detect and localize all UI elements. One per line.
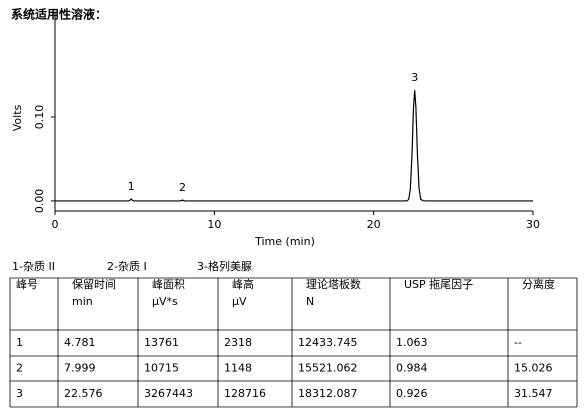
table-cell: 1: [16, 336, 23, 349]
x-tick-label: 10: [207, 218, 221, 231]
column-header: 理论塔板数: [306, 277, 361, 291]
table: 峰号 保留时间 min 峰面积 μV*s 峰高 μV 理论塔板数 N USP 拖尾因子 分离度 1 4.…: [9, 277, 578, 408]
y-tick-label: 0.10: [33, 105, 46, 130]
x-axis-label: Time (min): [254, 235, 315, 248]
table-cell: 3: [16, 387, 23, 400]
column-header: μV*s: [152, 295, 178, 308]
column-header: μV: [232, 295, 247, 308]
x-tick-label: 30: [526, 218, 540, 231]
legend-item: 2-杂质 I: [107, 260, 147, 273]
title: 系统适用性溶液：: [11, 7, 107, 22]
table-cell: 10715: [144, 362, 179, 375]
trace: [55, 90, 533, 202]
table-cell: 1.063: [396, 336, 428, 349]
table-cell: 31.547: [514, 387, 553, 400]
table-cell: 0.984: [396, 362, 428, 375]
column-header: 峰面积: [152, 278, 185, 291]
table-cell: 7.999: [64, 362, 96, 375]
legend-item: 1-杂质 II: [12, 260, 55, 273]
peak-label: 3: [411, 71, 418, 84]
column-header: 峰号: [16, 278, 38, 291]
x-tick-label: 20: [367, 218, 381, 231]
table-cell: 15521.062: [298, 362, 358, 375]
peak-label: 1: [128, 180, 135, 193]
table-cell: 13761: [144, 336, 179, 349]
table-cell: 4.781: [64, 336, 96, 349]
y-axis-label: Volts: [11, 104, 24, 131]
y-tick-label: 0.00: [33, 189, 46, 214]
x-tick-label: 0: [52, 218, 59, 231]
column-header: 峰高: [232, 277, 254, 291]
table-cell: 15.026: [514, 362, 553, 375]
table-cell: 2: [16, 362, 23, 375]
column-header: USP 拖尾因子: [404, 277, 473, 291]
table-cell: --: [514, 336, 522, 349]
peak-label: 2: [179, 181, 186, 194]
column-header: min: [72, 295, 93, 308]
table-cell: 1148: [224, 362, 252, 375]
table-cell: 18312.087: [298, 387, 358, 400]
legend-item: 3-格列美脲: [197, 259, 252, 273]
column-header: 保留时间: [72, 277, 116, 291]
table-cell: 128716: [224, 387, 266, 400]
table-cell: 0.926: [396, 387, 428, 400]
column-header: N: [306, 295, 314, 308]
table-cell: 22.576: [64, 387, 103, 400]
table-cell: 2318: [224, 336, 252, 349]
column-header: 分离度: [522, 277, 555, 291]
table-cell: 12433.745: [298, 336, 358, 349]
table-cell: 3267443: [144, 387, 193, 400]
